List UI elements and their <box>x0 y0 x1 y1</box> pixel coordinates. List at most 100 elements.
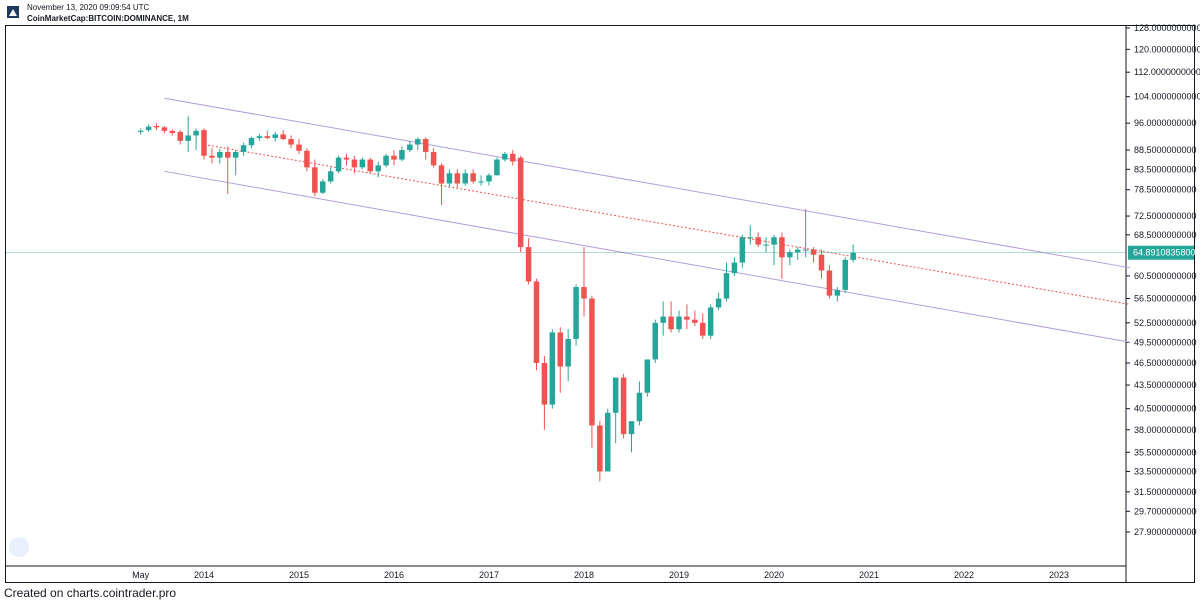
snapshot-timestamp: November 13, 2020 09:09:54 UTC <box>27 3 150 12</box>
candle-body <box>668 316 674 330</box>
candle-body <box>446 173 453 184</box>
candle-body <box>723 273 730 299</box>
current-price-tag <box>1128 245 1194 260</box>
candle-body <box>565 338 571 367</box>
candle-body <box>248 137 255 146</box>
candle-body <box>177 131 183 141</box>
candle-body <box>169 130 176 133</box>
y-tick-label: 31.5000000000 <box>1134 487 1197 497</box>
y-tick-label: 120.0000000000 <box>1134 44 1200 54</box>
y-tick-label: 83.5000000000 <box>1134 164 1197 174</box>
candle-body <box>288 139 294 145</box>
y-tick-label: 46.5000000000 <box>1134 358 1197 368</box>
candle-body <box>486 175 492 182</box>
x-tick-label: 2018 <box>574 570 594 580</box>
candle-body <box>209 155 215 158</box>
candle-body <box>755 237 761 245</box>
candle-body <box>779 237 785 258</box>
candle-body <box>312 167 318 193</box>
candle-body <box>327 171 334 182</box>
candle-body <box>494 159 500 176</box>
candle-body <box>217 151 223 158</box>
candle-body <box>731 262 738 274</box>
x-tick-label: 2019 <box>669 570 689 580</box>
candle-body <box>628 421 635 435</box>
candle-body <box>407 144 413 151</box>
x-tick-label: 2014 <box>194 570 214 580</box>
candle-body <box>335 157 342 172</box>
x-tick-label: 2021 <box>859 570 879 580</box>
candle-body <box>153 125 160 128</box>
candle-body <box>256 136 263 138</box>
candle-body <box>264 136 271 138</box>
x-tick-label: May <box>132 570 150 580</box>
candle-body <box>359 159 366 168</box>
candle-body <box>787 252 793 258</box>
candle-body <box>367 159 373 172</box>
candle-body <box>810 249 817 255</box>
candle-body <box>612 377 619 413</box>
y-tick-label: 78.5000000000 <box>1134 185 1197 195</box>
candle-body <box>763 244 769 246</box>
channel-lower-line <box>164 170 1131 343</box>
candle-body <box>771 237 777 245</box>
cointrader-logo-icon <box>7 6 19 18</box>
candle-body <box>304 150 310 168</box>
candle-body <box>161 127 168 131</box>
candle-body <box>597 425 603 472</box>
candle-body <box>201 130 207 156</box>
candle-body <box>454 173 461 184</box>
footer-credit: Created on charts.cointrader.pro <box>4 586 177 600</box>
candle-body <box>478 181 484 183</box>
candle-body <box>818 254 825 271</box>
chart-frame <box>5 25 1195 583</box>
y-tick-label: 35.5000000000 <box>1134 447 1197 457</box>
x-tick-label: 2017 <box>479 570 499 580</box>
candle-body <box>193 130 199 136</box>
y-tick-label: 72.5000000000 <box>1134 211 1197 221</box>
candle-body <box>391 155 397 160</box>
candle-body <box>802 249 809 251</box>
channel-mid-line <box>203 144 1131 305</box>
candle-body <box>225 151 231 158</box>
y-tick-label: 49.5000000000 <box>1134 337 1197 347</box>
candle-body <box>842 259 848 290</box>
candle-body <box>700 322 706 336</box>
candle-body <box>145 126 152 131</box>
candle-body <box>296 144 302 151</box>
candle-body <box>438 165 445 184</box>
x-tick-label: 2016 <box>384 570 404 580</box>
candle-body <box>240 145 247 152</box>
y-tick-label: 88.5000000000 <box>1134 145 1197 155</box>
candle-body <box>795 249 801 253</box>
y-tick-label: 128.0000000000 <box>1134 23 1200 33</box>
candle-body <box>826 270 833 296</box>
candle-body <box>533 281 540 363</box>
candle-body <box>383 155 389 166</box>
candle-body <box>430 151 437 166</box>
candle-body <box>399 150 405 160</box>
candle-body <box>652 322 658 360</box>
candle-body <box>589 298 595 426</box>
candle-body <box>644 359 651 393</box>
candle-body <box>415 139 421 145</box>
candle-body <box>502 153 508 160</box>
x-tick-label: 2020 <box>764 570 784 580</box>
candle-body <box>272 134 278 138</box>
candle-body <box>541 362 548 405</box>
candle-body <box>320 181 326 193</box>
y-tick-label: 52.5000000000 <box>1134 318 1197 328</box>
candle-body <box>715 298 722 308</box>
candle-body <box>692 319 698 323</box>
candle-body <box>660 316 666 323</box>
candle-body <box>470 173 476 182</box>
candle-body <box>517 157 524 248</box>
candle-body <box>462 173 468 184</box>
y-tick-label: 27.9000000000 <box>1134 527 1197 537</box>
x-tick-label: 2023 <box>1049 570 1069 580</box>
y-tick-label: 96.0000000000 <box>1134 118 1197 128</box>
candle-body <box>351 159 358 168</box>
y-tick-label: 112.0000000000 <box>1134 67 1200 77</box>
candle-body <box>707 307 714 336</box>
